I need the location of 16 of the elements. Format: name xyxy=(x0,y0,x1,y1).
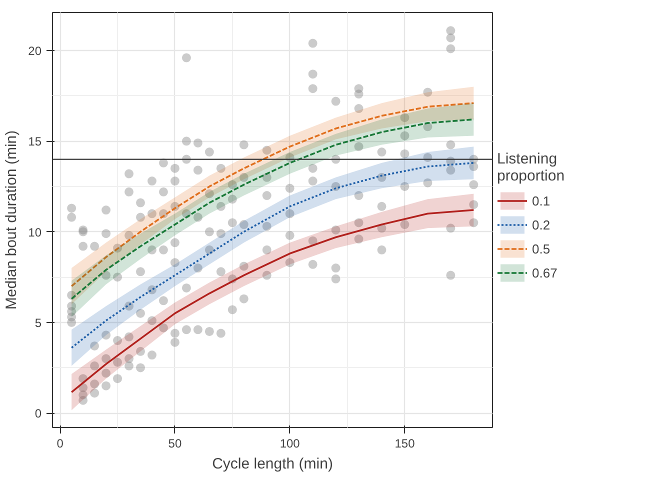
x-tick-label: 100 xyxy=(280,436,300,450)
y-tick-label: 20 xyxy=(28,44,42,58)
y-tick-label: 5 xyxy=(34,316,42,330)
legend-label: 0.67 xyxy=(532,265,558,280)
legend-label: 0.1 xyxy=(532,193,552,208)
y-axis-title: Median bout duration (min) xyxy=(3,130,20,310)
x-tick-label: 150 xyxy=(394,436,416,450)
y-tick-label: 10 xyxy=(28,225,42,240)
legend-label: 0.5 xyxy=(532,241,552,256)
legend-label: 0.2 xyxy=(532,217,552,232)
x-tick-label: 0 xyxy=(56,436,64,450)
legend-title: Listening proportion xyxy=(497,150,565,184)
x-axis-title: Cycle length (min) xyxy=(212,456,333,472)
y-tick-label: 15 xyxy=(28,134,42,149)
x-tick-label: 50 xyxy=(168,436,182,450)
y-tick-label: 0 xyxy=(34,406,42,420)
